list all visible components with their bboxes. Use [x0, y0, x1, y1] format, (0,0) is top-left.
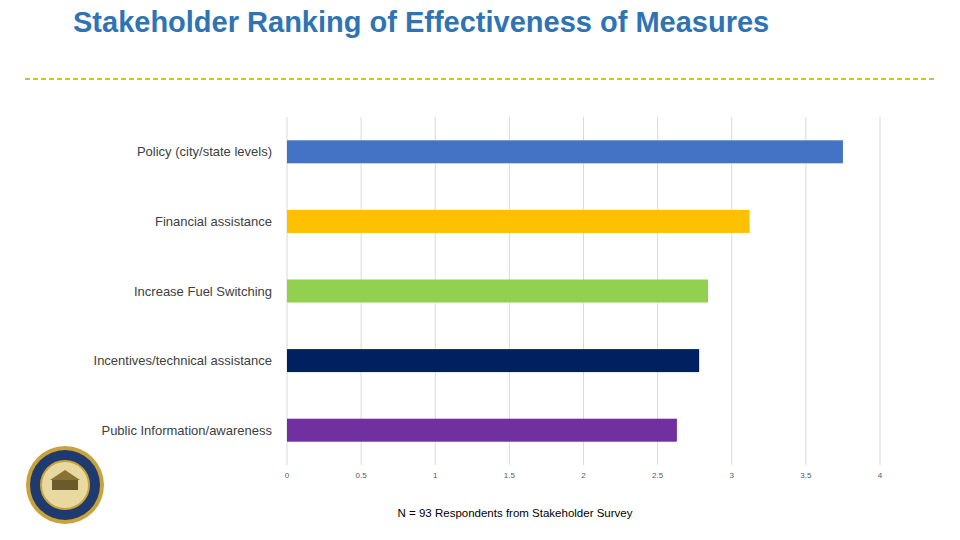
- seal: [26, 446, 104, 524]
- bars: [287, 140, 843, 441]
- bar: [287, 280, 708, 303]
- tick-label: 0.5: [356, 471, 368, 480]
- tick-label: 3.5: [800, 471, 812, 480]
- category-label: Financial assistance: [155, 214, 272, 229]
- tick-label: 0: [285, 471, 290, 480]
- tick-label: 4: [878, 471, 883, 480]
- category-label: Increase Fuel Switching: [134, 284, 272, 299]
- chart: 0 0.5 1 1.5 2 2.5 3 3.5 4 Policy (city/state leve…: [0, 0, 960, 540]
- annotation: N = 93 Respondents from Stakeholder Surv…: [398, 507, 633, 519]
- tick-label: 1: [433, 471, 438, 480]
- bar: [287, 210, 750, 233]
- bar: [287, 419, 677, 442]
- bar: [287, 349, 699, 372]
- category-label: Policy (city/state levels): [137, 144, 272, 159]
- tick-label: 2.5: [652, 471, 664, 480]
- tick-label: 2: [581, 471, 586, 480]
- tick-label: 3: [730, 471, 735, 480]
- title-rule: [25, 78, 935, 80]
- title: Stakeholder Ranking of Effectiveness of …: [73, 4, 793, 41]
- tick-label: 1.5: [504, 471, 516, 480]
- category-label: Incentives/technical assistance: [94, 353, 272, 368]
- grid-line: [880, 117, 881, 465]
- grid-line: [731, 117, 732, 465]
- grid-line: [805, 117, 806, 465]
- bar: [287, 140, 843, 163]
- category-label: Public Information/awareness: [101, 423, 272, 438]
